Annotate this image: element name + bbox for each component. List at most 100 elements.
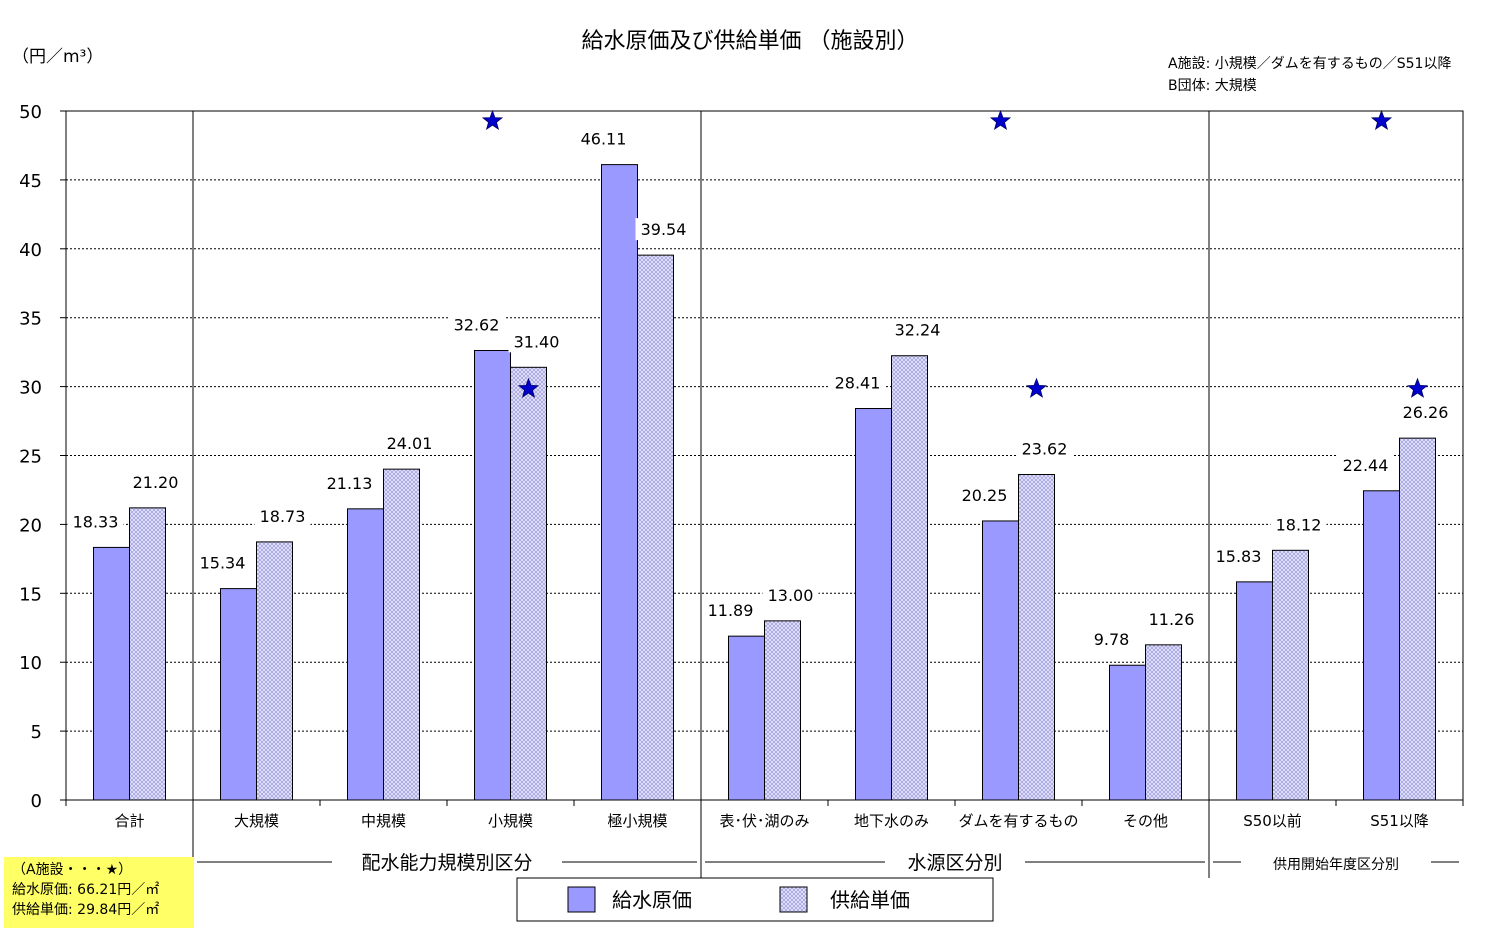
group-label: 水源区分別 <box>907 852 1002 874</box>
group-label: 配水能力規模別区分 <box>361 852 532 874</box>
value-label-background <box>889 318 946 341</box>
bar-price <box>764 620 801 801</box>
value-label-price: 24.01 <box>387 434 433 453</box>
y-tick-label: 30 <box>19 378 42 399</box>
legend-label-cost: 給水原価 <box>612 888 692 912</box>
value-label-price: 18.73 <box>260 507 306 526</box>
bar-price <box>891 355 928 801</box>
bar-price <box>510 366 547 801</box>
value-label-background <box>1337 453 1394 476</box>
bar-price <box>1145 644 1182 801</box>
bar-cost <box>1109 664 1146 801</box>
legend: 給水原価 供給単価 <box>516 877 994 922</box>
value-label-cost: 21.13 <box>327 474 373 493</box>
y-tick-label: 10 <box>19 653 42 674</box>
bar-price <box>129 507 166 801</box>
group-label: 供用開始年度区分別 <box>1273 857 1399 873</box>
value-label-background <box>1210 544 1267 567</box>
legend-label-price: 供給単価 <box>830 888 910 912</box>
legend-frame <box>516 877 994 922</box>
bar-price <box>383 468 420 801</box>
bar-price <box>637 254 674 801</box>
category-label: S51以降 <box>1370 812 1429 830</box>
value-label-background <box>575 127 632 150</box>
star-marker <box>481 109 504 131</box>
a-facility-note: （A施設・・・★） 給水原価: 66.21円／㎡ 供給単価: 29.84円／㎡ <box>4 857 194 928</box>
value-label-background <box>762 583 819 606</box>
value-label-background <box>448 313 505 336</box>
y-tick-label: 45 <box>19 171 42 192</box>
star-marker <box>1370 109 1393 131</box>
value-label-price: 23.62 <box>1022 440 1068 459</box>
value-label-cost: 28.41 <box>835 374 881 393</box>
value-label-background <box>381 432 438 455</box>
value-label-price: 32.24 <box>895 321 941 340</box>
value-label-background <box>829 371 886 394</box>
value-label-cost: 15.34 <box>200 554 246 573</box>
category-label: ダムを有するもの <box>958 812 1078 830</box>
bar-cost <box>982 520 1019 801</box>
value-label-background <box>508 330 565 353</box>
value-label-background <box>702 599 759 622</box>
value-label-cost: 32.62 <box>454 315 500 334</box>
category-label: その他 <box>1123 812 1168 830</box>
category-label: 表･伏･湖のみ <box>719 812 809 830</box>
value-label-cost: 20.25 <box>962 486 1008 505</box>
category-label: 合計 <box>114 812 144 830</box>
value-label-cost: 15.83 <box>1216 547 1262 566</box>
y-tick-label: 20 <box>19 515 42 536</box>
bar-cost <box>855 408 892 801</box>
y-tick-label: 0 <box>31 791 42 812</box>
legend-note-line-1: A施設: 小規模／ダムを有するもの／S51以降 <box>1168 56 1451 72</box>
y-unit-label: （円／m³） <box>12 47 103 67</box>
y-tick-label: 15 <box>19 584 42 605</box>
a-facility-price: 供給単価: 29.84円／㎡ <box>12 902 160 918</box>
value-label-price: 11.26 <box>1149 610 1195 629</box>
value-label-background <box>1016 437 1073 460</box>
category-label: 小規模 <box>488 812 533 830</box>
plot-area: 0 5 10 15 20 25 30 35 40 45 50 18.33 15.34 21.13 32.62… <box>19 102 1464 878</box>
value-label-background <box>635 218 692 241</box>
value-label-cost: 22.44 <box>1343 456 1389 475</box>
chart-title: 給水原価及び供給単価 （施設別） <box>582 29 919 54</box>
value-label-background <box>321 471 378 494</box>
value-label-price: 26.26 <box>1403 403 1449 422</box>
value-label-background <box>956 483 1013 506</box>
category-label: S50以前 <box>1243 812 1302 830</box>
bar-cost <box>93 546 130 801</box>
y-tick-label: 25 <box>19 447 42 468</box>
bar-cost <box>347 508 384 801</box>
category-label: 極小規模 <box>607 812 667 830</box>
bar-cost <box>601 164 638 801</box>
value-label-price: 39.54 <box>641 220 687 239</box>
bar-price <box>1018 474 1055 801</box>
category-label: 地下水のみ <box>854 812 929 830</box>
legend-swatch-cost <box>567 886 596 913</box>
value-label-cost: 11.89 <box>708 601 754 620</box>
value-label-background <box>1397 401 1454 424</box>
value-label-background <box>1083 628 1140 651</box>
category-label: 大規模 <box>234 812 279 830</box>
value-label-cost: 9.78 <box>1094 630 1130 649</box>
bar-cost <box>474 349 511 801</box>
bar-price <box>1399 437 1436 801</box>
star-marker <box>517 377 540 398</box>
value-label-background <box>1270 513 1327 536</box>
y-tick-label: 5 <box>31 722 42 743</box>
value-label-background <box>1143 607 1200 630</box>
bar-price <box>1272 549 1309 801</box>
bar-cost <box>728 635 765 801</box>
value-label-cost: 18.33 <box>73 512 119 531</box>
star-marker <box>1406 377 1429 398</box>
legend-swatch-price <box>779 886 808 913</box>
value-label-cost: 46.11 <box>581 130 627 149</box>
legend-note-line-2: B団体: 大規模 <box>1168 78 1257 94</box>
value-label-background <box>127 470 184 493</box>
bar-cost <box>1236 581 1273 801</box>
star-marker <box>1025 377 1048 398</box>
value-label-price: 21.20 <box>133 473 179 492</box>
bar-cost <box>220 588 257 801</box>
y-tick-label: 35 <box>19 309 42 330</box>
y-tick-label: 40 <box>19 240 42 261</box>
